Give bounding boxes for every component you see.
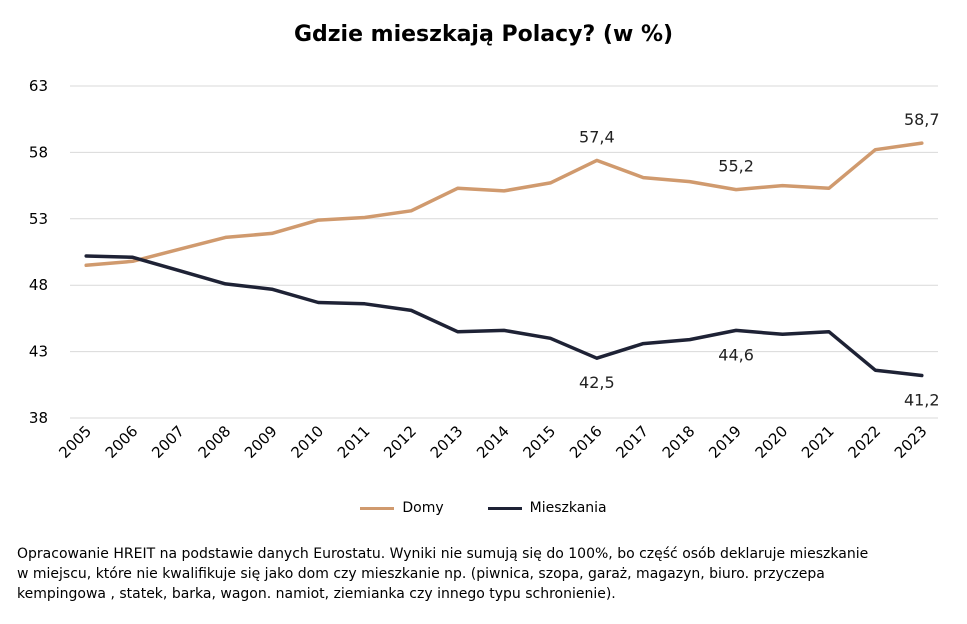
y-tick-label: 43 [29, 343, 48, 361]
legend: Domy Mieszkania [0, 500, 967, 516]
x-tick-label: 2021 [798, 422, 838, 462]
data-label: 42,5 [579, 373, 615, 392]
x-tick-label: 2015 [520, 422, 560, 462]
legend-label-domy: Domy [402, 500, 444, 516]
series-lines [84, 141, 924, 378]
gridlines [70, 85, 938, 419]
legend-swatch-domy [360, 506, 395, 510]
footnote-line: Opracowanie HREIT na podstawie danych Eu… [17, 546, 869, 562]
data-label: 41,2 [904, 391, 940, 410]
y-tick-label: 58 [29, 143, 48, 161]
x-tick-label: 2019 [705, 422, 745, 462]
x-tick-label: 2020 [752, 422, 792, 462]
legend-swatch-mieszkania [487, 506, 522, 510]
x-tick-label: 2008 [195, 422, 235, 462]
x-tick-label: 2017 [612, 422, 652, 462]
legend-item-domy: Domy [360, 500, 444, 516]
legend-item-mieszkania: Mieszkania [487, 500, 607, 516]
data-label: 55,2 [718, 157, 754, 176]
footnote: Opracowanie HREIT na podstawie danych Eu… [17, 544, 957, 604]
y-tick-label: 48 [29, 276, 48, 294]
data-label: 44,6 [718, 345, 754, 364]
footnote-line: w miejscu, które nie kwalifikuje się jak… [17, 566, 825, 582]
x-tick-label: 2023 [891, 422, 931, 462]
x-tick-label: 2005 [55, 422, 95, 462]
x-tick-label: 2018 [659, 422, 699, 462]
x-tick-label: 2016 [566, 422, 606, 462]
x-tick-label: 2022 [844, 422, 884, 462]
legend-label-mieszkania: Mieszkania [529, 500, 607, 516]
data-labels: 57,4 55,2 58,7 42,5 44,6 41,2 [579, 110, 940, 409]
y-tick-label: 63 [29, 77, 48, 95]
data-label: 58,7 [904, 110, 940, 129]
x-axis-ticks: 2005 2006 2007 2008 2009 2010 2011 2012 2013 2014… [55, 422, 930, 462]
series-line-mieszkania [84, 254, 924, 378]
x-tick-label: 2007 [148, 422, 188, 462]
x-tick-label: 2006 [102, 422, 142, 462]
x-tick-label: 2009 [241, 422, 281, 462]
footnote-line: kempingowa , statek, barka, wagon. namio… [17, 586, 616, 602]
x-tick-label: 2013 [427, 422, 467, 462]
x-tick-label: 2012 [380, 422, 420, 462]
series-line-domy [84, 141, 924, 268]
y-axis-ticks: 63 58 53 48 43 38 [29, 77, 48, 427]
data-label: 57,4 [579, 127, 615, 146]
x-tick-label: 2010 [287, 422, 327, 462]
x-tick-label: 2011 [334, 422, 374, 462]
y-tick-label: 38 [29, 409, 48, 427]
x-tick-label: 2014 [473, 422, 513, 462]
chart-title: Gdzie mieszkają Polacy? (w %) [293, 22, 674, 47]
y-tick-label: 53 [29, 210, 48, 228]
